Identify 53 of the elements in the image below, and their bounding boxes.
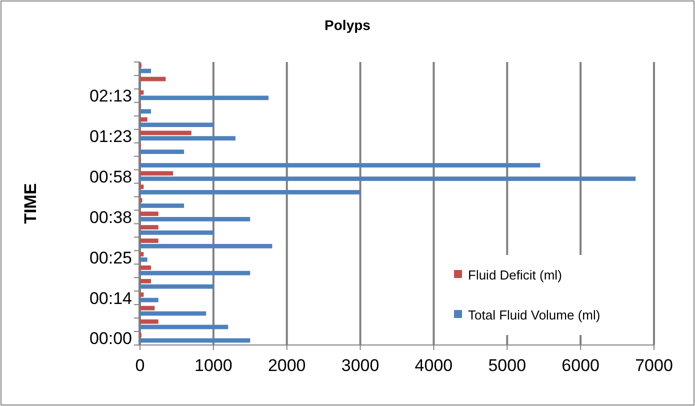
y-tick-label: 01:23 [89, 127, 132, 146]
x-tick-label: 6000 [562, 356, 600, 375]
bar [140, 176, 636, 181]
bar [140, 270, 250, 276]
bar [140, 212, 158, 216]
bar [140, 252, 144, 256]
y-axis-title: TIME [21, 183, 40, 224]
bar [140, 109, 152, 114]
bar [140, 244, 272, 248]
x-tick-label: 1000 [194, 356, 232, 375]
bar [140, 284, 214, 289]
bar [140, 257, 148, 262]
bar [140, 319, 158, 324]
bar [140, 306, 155, 310]
bar [140, 265, 152, 270]
bar [140, 96, 268, 100]
bar [140, 68, 152, 74]
legend-label: Fluid Deficit (ml) [468, 268, 562, 283]
bar [140, 338, 250, 343]
y-tick-label: 00:00 [89, 329, 132, 348]
bar [140, 171, 174, 176]
y-tick-label: 00:14 [89, 288, 132, 308]
y-tick-label: 00:25 [89, 248, 132, 268]
y-tick-label: 02:13 [89, 86, 132, 106]
x-tick-label: 2000 [268, 356, 306, 375]
y-tick-label: 00:58 [89, 168, 132, 186]
x-tick-label: 4000 [414, 356, 453, 375]
bar [140, 136, 236, 141]
bar [140, 225, 158, 230]
bar [140, 184, 144, 190]
bar [140, 324, 228, 330]
bar [140, 230, 214, 235]
bar [140, 150, 184, 154]
bar [140, 298, 158, 302]
bar [140, 122, 214, 128]
x-tick-label: 5000 [488, 356, 526, 375]
y-tick-label: 00:38 [89, 208, 132, 227]
bar [140, 238, 158, 243]
x-tick-label: 0 [135, 356, 145, 375]
bar [140, 76, 166, 82]
bar [140, 204, 184, 208]
bar [140, 311, 206, 316]
bar [140, 130, 192, 136]
chart-title: Polyps [324, 17, 371, 33]
bar [140, 163, 540, 168]
legend-label: Total Fluid Volume (ml) [468, 308, 600, 323]
x-tick-label: 7000 [635, 356, 673, 375]
bar [140, 216, 250, 222]
bar [140, 190, 360, 194]
bar [140, 278, 152, 284]
bar [140, 117, 148, 122]
bar [140, 292, 144, 297]
x-tick-label: 3000 [341, 356, 380, 375]
